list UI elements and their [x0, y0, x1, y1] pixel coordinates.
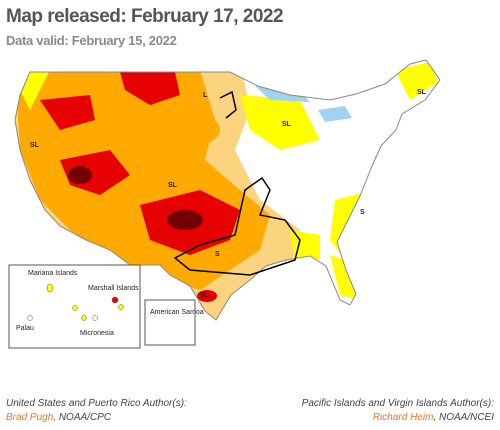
map-label: SL [168, 182, 178, 189]
inset-label: Marshall Islands [88, 285, 139, 292]
map-label: SL [417, 89, 427, 96]
author-name[interactable]: Richard Heim [372, 412, 434, 423]
map-label: S [360, 209, 365, 216]
drought-map: SL L SL SL SL S S SL Mariana Islands Mar… [8, 59, 441, 349]
island [111, 296, 119, 304]
inset-label: Mariana Islands [28, 270, 78, 277]
island [27, 315, 33, 321]
us-outline [14, 59, 441, 321]
subtitle: Data valid: February 15, 2022 [6, 33, 177, 48]
impact-line [173, 176, 301, 276]
island [72, 305, 78, 311]
samoa-inset [144, 299, 196, 346]
drought-areas [15, 60, 440, 320]
map-label: SL [30, 142, 40, 149]
title: Map released: February 17, 2022 [6, 6, 284, 27]
map-label: SL [200, 292, 210, 299]
impact-line [219, 90, 237, 119]
author-name[interactable]: Brad Pugh [6, 412, 54, 423]
island [92, 315, 98, 321]
author-block: Pacific Islands and Virgin Islands Autho… [302, 397, 494, 425]
island [81, 315, 87, 321]
island [118, 304, 124, 310]
map-label: L [203, 92, 208, 99]
author-affiliation: , NOAA/CPC [53, 412, 112, 423]
author-affiliation: , NOAA/NCEI [433, 412, 494, 423]
inset-label: American Samoa [150, 309, 204, 316]
map-label: S [215, 251, 220, 258]
author-region: United States and Puerto Rico Author(s): [6, 398, 187, 409]
author-block: United States and Puerto Rico Author(s):… [6, 397, 187, 425]
author-region: Pacific Islands and Virgin Islands Autho… [301, 398, 494, 409]
inset-label: Micronesia [80, 330, 114, 337]
inset-label: Palau [16, 325, 34, 332]
map-label: SL [282, 121, 292, 128]
island [46, 283, 54, 293]
